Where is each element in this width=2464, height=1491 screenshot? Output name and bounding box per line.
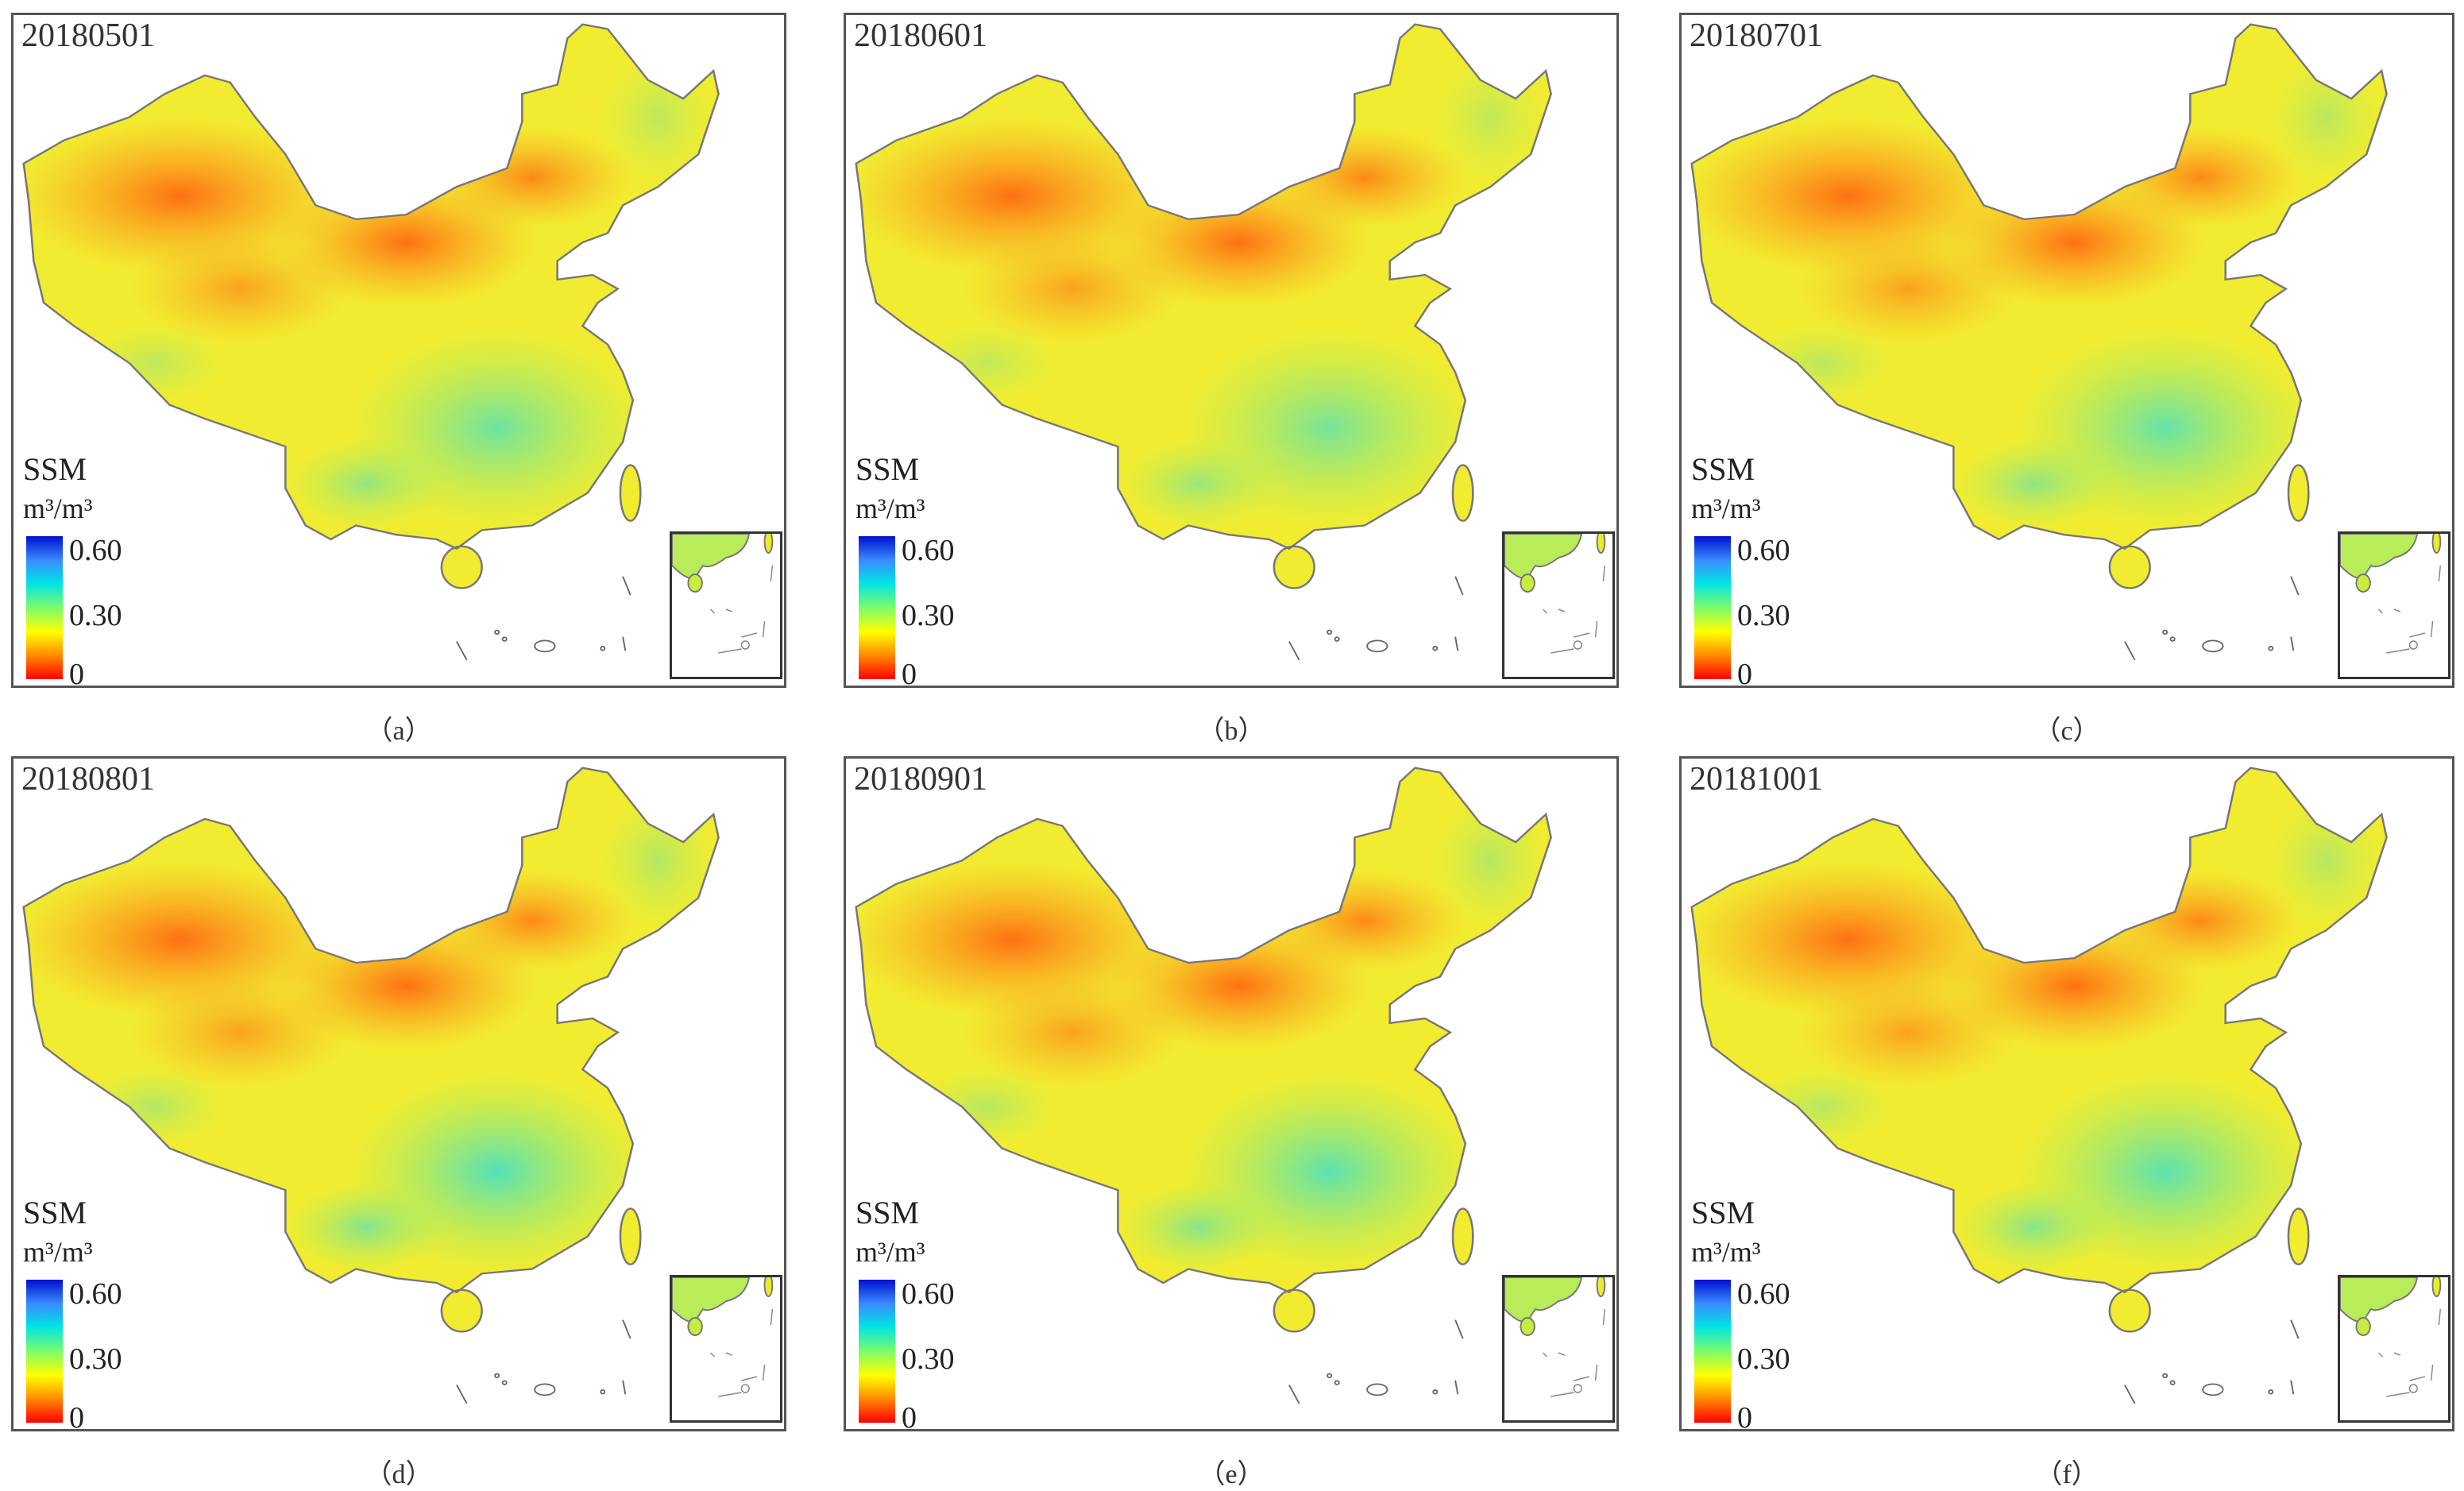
china-ssm-map <box>1690 767 2388 1404</box>
panel-caption: （c） <box>2033 717 2100 746</box>
map-panel: 20180701 SSM m³/m³ 0.60 0.30 0 <box>1679 13 2454 688</box>
colorbar-tick-mid: 0.30 <box>902 1342 955 1376</box>
china-ssm-map <box>855 23 1552 661</box>
map-panel: 20180801 SSM m³/m³ 0.60 0.30 0 <box>11 756 786 1431</box>
colorbar-tick-mid: 0.30 <box>1737 1342 1790 1376</box>
china-ssm-map <box>22 767 720 1404</box>
south-china-sea-islands <box>1288 1319 1464 1404</box>
south-china-sea-inset <box>1502 1275 1615 1423</box>
colorbar <box>1694 1280 1731 1423</box>
panel-date-label: 20180701 <box>1690 17 1823 54</box>
south-china-sea-islands <box>2124 576 2300 661</box>
colorbar-tick-min: 0 <box>1737 658 1752 688</box>
colorbar-tick-max: 0.60 <box>1737 534 1790 567</box>
inset-map <box>672 534 774 654</box>
colorbar <box>26 536 63 679</box>
colorbar-unit: m³/m³ <box>855 1236 925 1268</box>
colorbar-title: SSM <box>1691 1195 1755 1230</box>
colorbar <box>859 536 895 679</box>
colorbar <box>859 1280 895 1423</box>
panel-caption: （f） <box>2035 1460 2099 1489</box>
panel-date-label: 20180601 <box>854 17 987 54</box>
colorbar-tick-min: 0 <box>69 1401 84 1431</box>
south-china-sea-islands <box>456 576 631 661</box>
inset-map <box>2340 534 2442 654</box>
panel-date-label: 20180901 <box>854 761 987 798</box>
south-china-sea-islands <box>2124 1319 2300 1404</box>
colorbar-tick-min: 0 <box>902 658 917 688</box>
inset-map <box>1504 1277 1606 1397</box>
panel-caption: （e） <box>1198 1460 1265 1489</box>
colorbar-tick-max: 0.60 <box>69 1277 122 1311</box>
china-ssm-map <box>22 23 720 661</box>
inset-map <box>672 1277 774 1397</box>
colorbar-tick-min: 0 <box>1737 1401 1752 1431</box>
colorbar <box>1694 536 1731 679</box>
colorbar-title: SSM <box>855 1195 920 1230</box>
panel-caption: （b） <box>1197 717 1265 746</box>
colorbar-tick-max: 0.60 <box>1737 1277 1790 1311</box>
colorbar-tick-mid: 0.30 <box>69 599 122 632</box>
south-china-sea-inset <box>1502 531 1615 679</box>
colorbar <box>26 1280 63 1423</box>
south-china-sea-inset <box>670 531 782 679</box>
panel-caption: （a） <box>365 717 432 746</box>
south-china-sea-islands <box>1288 576 1464 661</box>
map-panel: 20181001 SSM m³/m³ 0.60 0.30 0 <box>1679 756 2454 1431</box>
south-china-sea-inset <box>2338 1275 2450 1423</box>
inset-map <box>2340 1277 2442 1397</box>
colorbar-unit: m³/m³ <box>855 492 925 524</box>
colorbar-title: SSM <box>1691 451 1755 487</box>
colorbar-title: SSM <box>23 451 87 487</box>
colorbar-tick-mid: 0.30 <box>1737 599 1790 632</box>
colorbar-tick-min: 0 <box>902 1401 917 1431</box>
south-china-sea-inset <box>670 1275 782 1423</box>
map-panel: 20180601 SSM m³/m³ 0.60 0.30 0 <box>844 13 1619 688</box>
colorbar-title: SSM <box>23 1195 87 1230</box>
south-china-sea-islands <box>456 1319 631 1404</box>
colorbar-unit: m³/m³ <box>23 1236 93 1268</box>
colorbar-unit: m³/m³ <box>1691 1236 1761 1268</box>
colorbar-title: SSM <box>855 451 920 487</box>
colorbar-tick-mid: 0.30 <box>69 1342 122 1376</box>
south-china-sea-inset <box>2338 531 2450 679</box>
colorbar-unit: m³/m³ <box>23 492 93 524</box>
colorbar-tick-max: 0.60 <box>69 534 122 567</box>
inset-map <box>1504 534 1606 654</box>
colorbar-tick-mid: 0.30 <box>902 599 955 632</box>
map-panel: 20180501 SSM m³/m³ 0.60 0.30 0 <box>11 13 786 688</box>
map-panel: 20180901 SSM m³/m³ 0.60 0.30 0 <box>844 756 1619 1431</box>
colorbar-tick-min: 0 <box>69 658 84 688</box>
colorbar-unit: m³/m³ <box>1691 492 1761 524</box>
panel-date-label: 20180501 <box>21 17 155 54</box>
panel-caption: （d） <box>365 1460 433 1489</box>
china-ssm-map <box>1690 23 2388 661</box>
colorbar-tick-max: 0.60 <box>902 1277 955 1311</box>
china-ssm-map <box>855 767 1552 1404</box>
panel-date-label: 20180801 <box>21 761 155 798</box>
panel-date-label: 20181001 <box>1690 761 1823 798</box>
colorbar-tick-max: 0.60 <box>902 534 955 567</box>
